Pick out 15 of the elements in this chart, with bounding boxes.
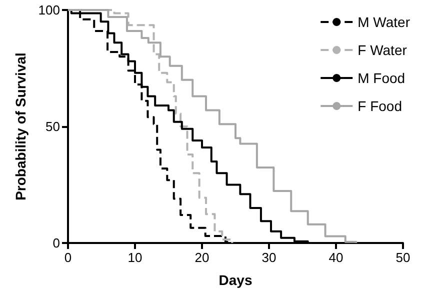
- x-axis-title: Days: [218, 272, 252, 288]
- legend-label: F Water: [358, 42, 408, 58]
- legend-label: F Food: [358, 98, 402, 114]
- x-tick-label: 50: [396, 250, 410, 265]
- x-tick-label: 0: [64, 250, 72, 265]
- x-tick-label: 10: [128, 250, 142, 265]
- x-tick-label: 30: [262, 250, 276, 265]
- y-tick-label: 50: [46, 119, 60, 134]
- y-tick-label: 100: [38, 2, 60, 18]
- legend-label: M Water: [358, 14, 410, 30]
- legend-label: M Food: [358, 70, 406, 86]
- x-tick-label: 20: [194, 250, 210, 265]
- y-tick-label: 0: [52, 236, 60, 250]
- x-tick-label: 40: [328, 250, 344, 265]
- y-axis-title: Probability of Survival: [12, 52, 28, 200]
